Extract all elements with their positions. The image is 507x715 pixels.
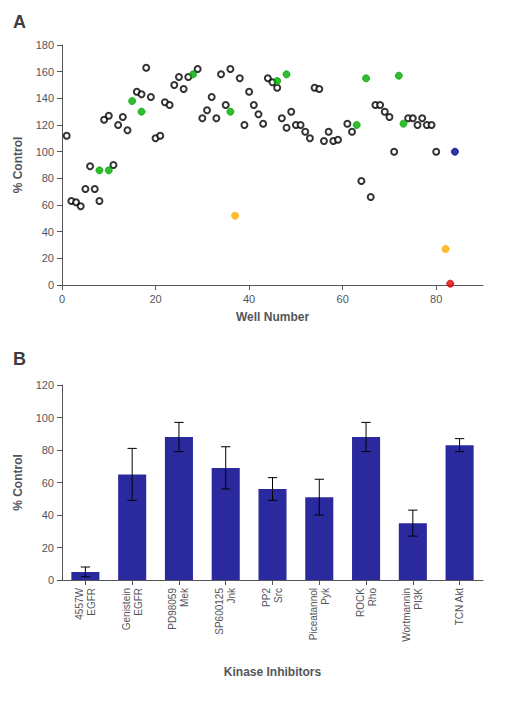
svg-text:Genistein: Genistein: [121, 588, 132, 630]
svg-text:A: A: [13, 12, 26, 32]
svg-text:40: 40: [42, 509, 54, 521]
svg-text:EGFR: EGFR: [133, 588, 144, 616]
svg-text:PD98059: PD98059: [167, 588, 178, 630]
svg-text:60: 60: [337, 293, 349, 305]
svg-text:0: 0: [59, 293, 65, 305]
svg-text:40: 40: [42, 226, 54, 238]
svg-text:SP600125: SP600125: [214, 588, 225, 635]
svg-text:4557W: 4557W: [74, 587, 85, 619]
svg-text:20: 20: [42, 542, 54, 554]
svg-text:PP2: PP2: [261, 588, 272, 607]
svg-text:80: 80: [42, 444, 54, 456]
svg-text:100: 100: [36, 146, 54, 158]
svg-text:% Control: % Control: [11, 454, 25, 511]
svg-text:Rho: Rho: [367, 588, 378, 607]
svg-text:0: 0: [48, 574, 54, 586]
svg-text:140: 140: [36, 92, 54, 104]
svg-text:PI3K: PI3K: [413, 588, 424, 610]
svg-text:TCN Akt: TCN Akt: [454, 588, 465, 625]
svg-text:40: 40: [243, 293, 255, 305]
svg-text:160: 160: [36, 66, 54, 78]
svg-text:20: 20: [42, 252, 54, 264]
svg-text:% Control: % Control: [11, 137, 25, 194]
svg-text:20: 20: [149, 293, 161, 305]
svg-text:180: 180: [36, 39, 54, 51]
svg-text:Well Number: Well Number: [236, 310, 309, 324]
svg-text:Mek: Mek: [179, 587, 190, 607]
svg-text:Piceatannol: Piceatannol: [308, 588, 319, 640]
svg-text:Kinase Inhibitors: Kinase Inhibitors: [224, 665, 322, 679]
svg-text:Jnk: Jnk: [226, 587, 237, 604]
svg-text:80: 80: [430, 293, 442, 305]
svg-text:Src: Src: [273, 588, 284, 603]
svg-text:80: 80: [42, 172, 54, 184]
svg-text:60: 60: [42, 477, 54, 489]
svg-text:120: 120: [36, 119, 54, 131]
svg-text:60: 60: [42, 199, 54, 211]
svg-text:0: 0: [48, 279, 54, 291]
svg-text:B: B: [13, 349, 26, 369]
svg-text:EGFR: EGFR: [86, 588, 97, 616]
svg-text:100: 100: [36, 412, 54, 424]
svg-text:120: 120: [36, 379, 54, 391]
svg-text:Pyk: Pyk: [320, 587, 331, 605]
svg-text:Wortmannin: Wortmannin: [401, 588, 412, 642]
svg-text:ROCK: ROCK: [355, 588, 366, 617]
